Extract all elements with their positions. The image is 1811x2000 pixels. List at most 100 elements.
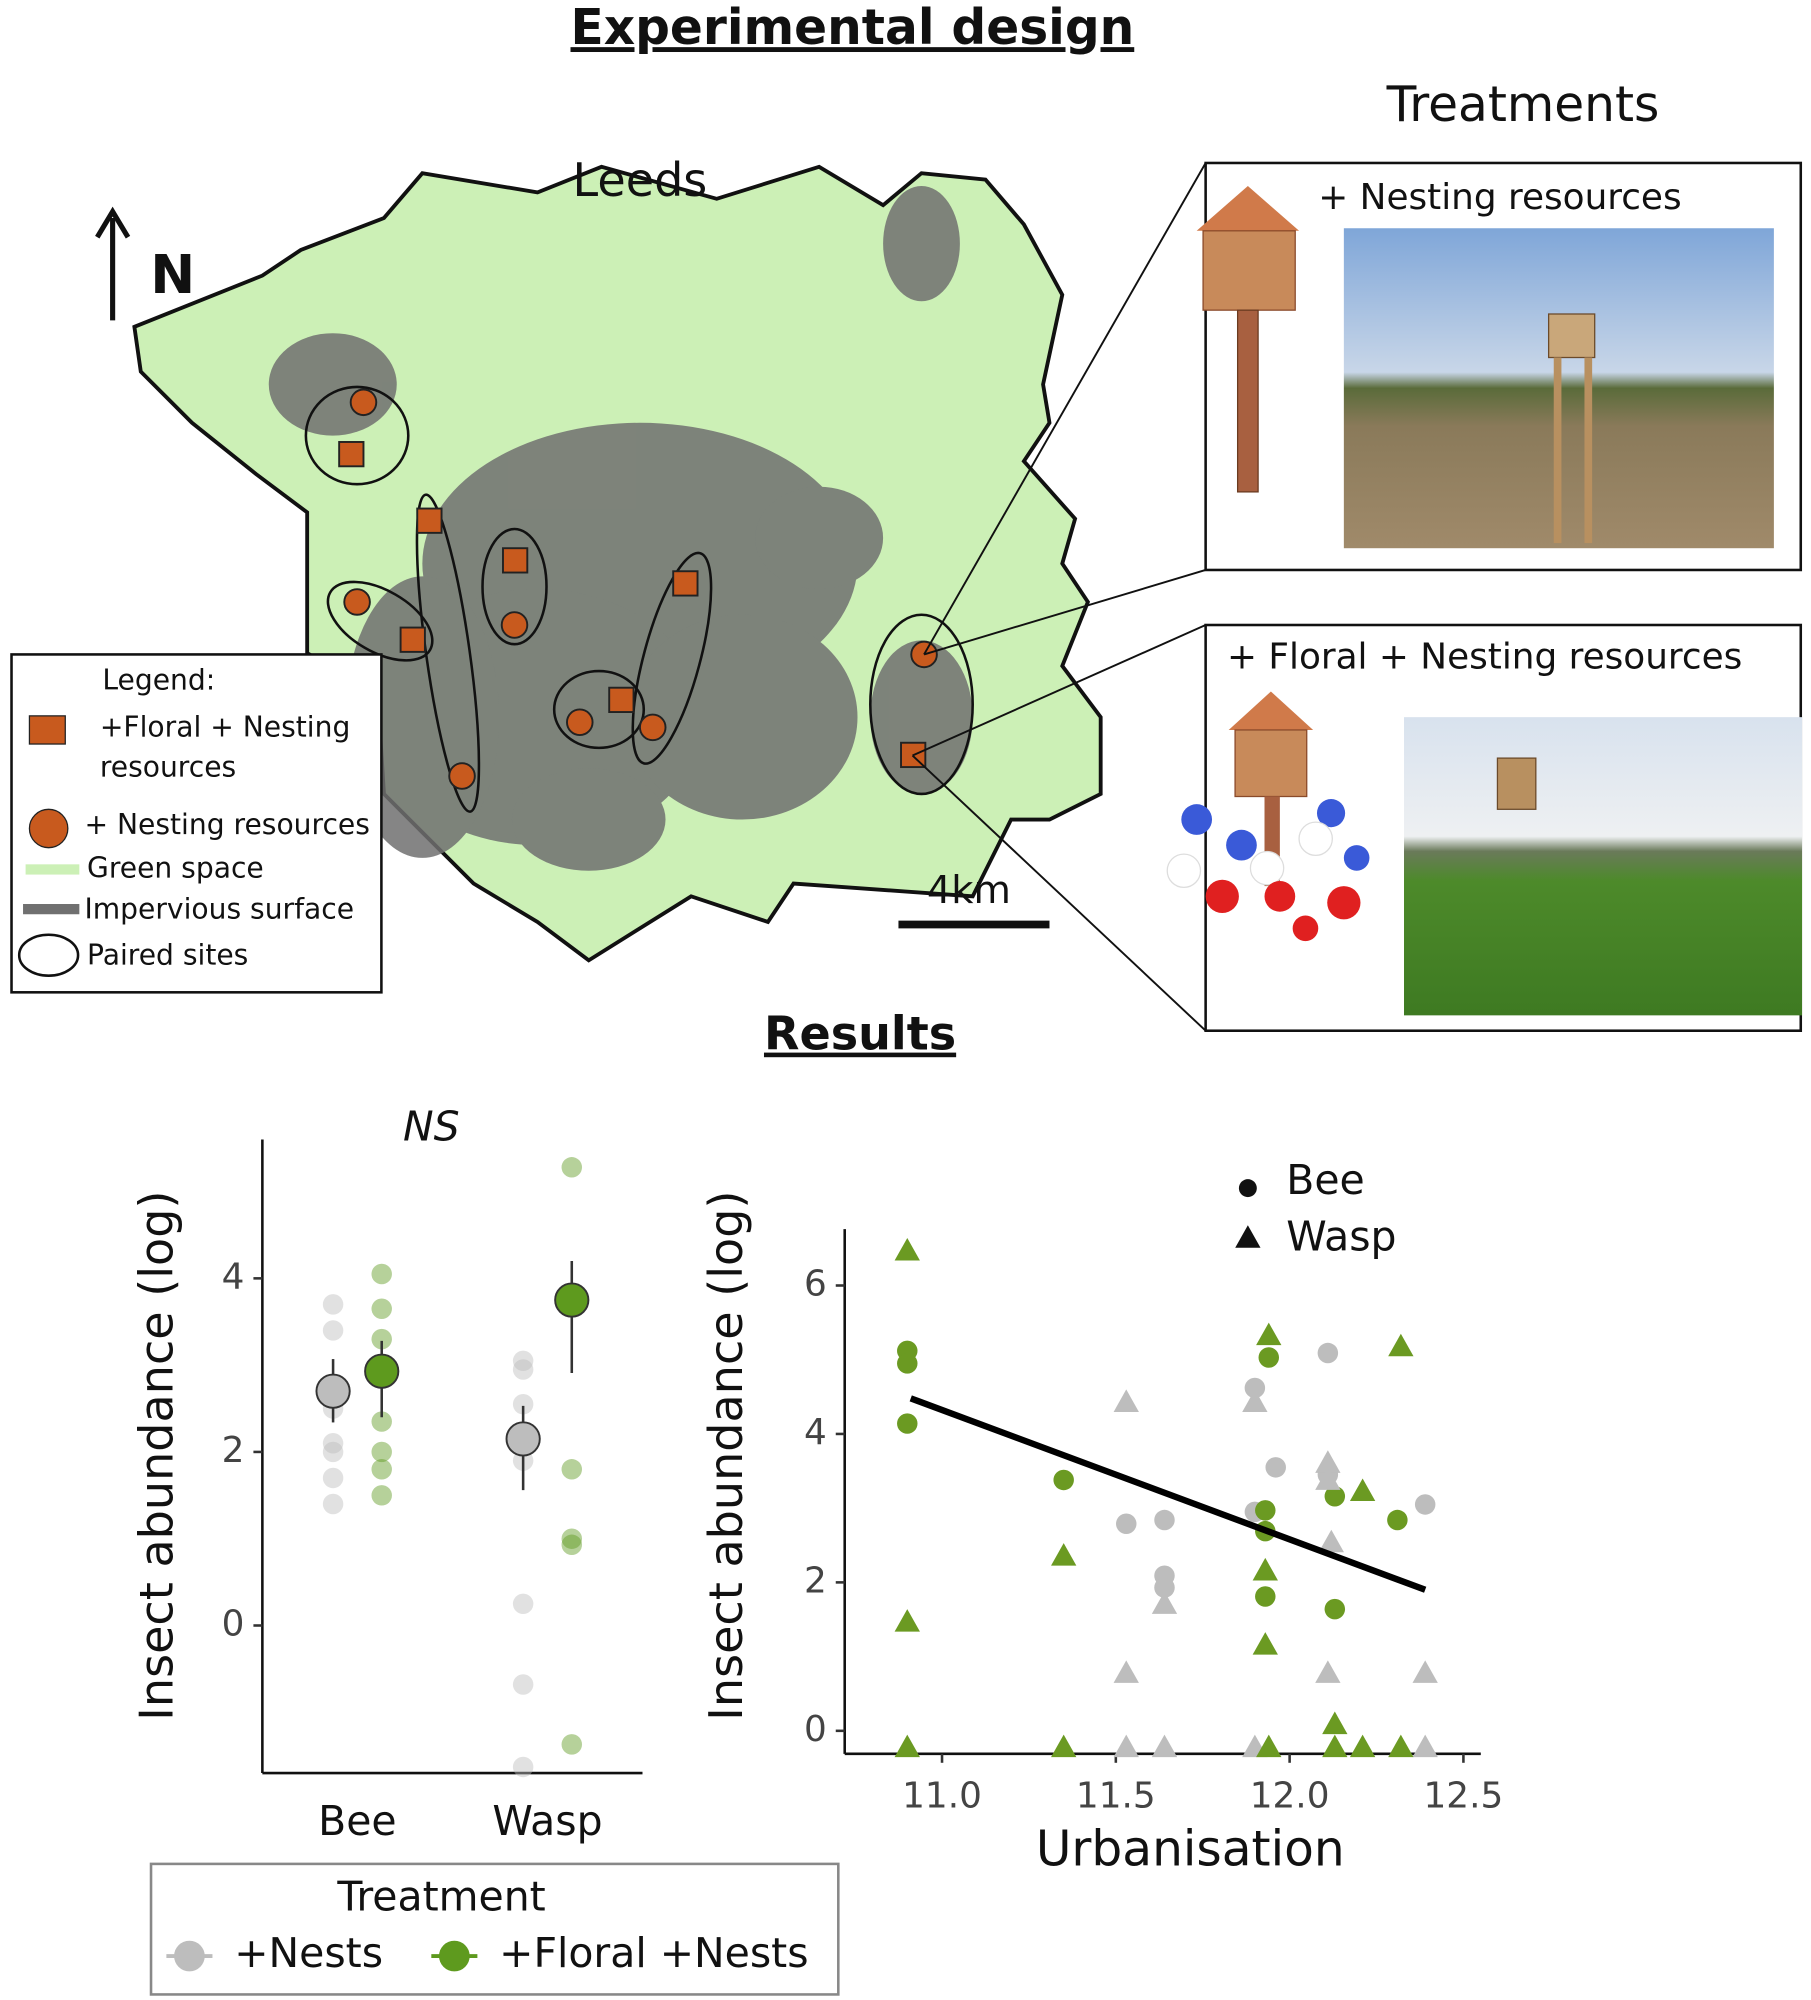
point — [1256, 1734, 1282, 1758]
legend-label: Wasp — [1286, 1212, 1396, 1260]
point — [894, 1238, 920, 1261]
site-markers — [338, 388, 938, 790]
x-tick-label: 11.5 — [1076, 1775, 1156, 1816]
raw-point — [512, 1756, 534, 1778]
y-tick-label: 4 — [804, 1412, 827, 1453]
point — [1388, 1734, 1414, 1758]
point — [1242, 1389, 1268, 1412]
y-tick-label: 0 — [222, 1604, 245, 1645]
raw-point — [561, 1734, 583, 1755]
photo-post — [1553, 357, 1562, 544]
annotation: NS — [403, 1102, 460, 1150]
point — [1113, 1389, 1139, 1412]
map: Leeds N 4km Legend: +Floral + Nesting re… — [10, 153, 1207, 1032]
legend-title: Treatment — [336, 1873, 545, 1921]
map-title: Leeds — [573, 153, 708, 207]
raw-point — [371, 1263, 392, 1285]
raw-point — [561, 1459, 583, 1480]
point — [897, 1413, 918, 1434]
raw-point — [561, 1157, 583, 1178]
figure-title: Experimental design — [571, 0, 1135, 56]
point — [1322, 1734, 1348, 1758]
x-axis-label: Urbanisation — [1036, 1821, 1345, 1877]
legend-marker — [1238, 1179, 1257, 1198]
point — [894, 1734, 920, 1758]
paired-sites — [304, 385, 974, 813]
legend-marker — [438, 1940, 470, 1972]
mean-point — [315, 1373, 351, 1409]
point — [1051, 1543, 1077, 1566]
point — [1412, 1660, 1438, 1683]
y-tick-label: 2 — [804, 1560, 827, 1601]
map-legend-item: Green space — [87, 851, 264, 884]
raw-point — [512, 1593, 534, 1615]
raw-point — [561, 1528, 583, 1549]
legend-label: +Floral +Nests — [499, 1929, 808, 1977]
raw-point — [371, 1485, 392, 1506]
raw-point — [371, 1459, 392, 1480]
north-label: N — [150, 243, 195, 306]
point — [1252, 1632, 1278, 1655]
raw-point — [322, 1320, 344, 1341]
y-axis-label: Insect abundance (log) — [699, 1191, 753, 1721]
raw-point — [322, 1433, 344, 1454]
legend-ellipse — [17, 933, 80, 977]
x-tick-label: Wasp — [492, 1797, 602, 1845]
legend-green — [25, 864, 80, 875]
raw-point — [322, 1493, 344, 1515]
flower-icon — [1166, 691, 1370, 942]
photo-nest-box — [1547, 313, 1596, 359]
point — [1255, 1500, 1276, 1521]
map-legend-box — [10, 653, 383, 994]
trend-line — [909, 1395, 1427, 1593]
y-tick-label: 6 — [804, 1264, 827, 1305]
raw-point — [371, 1298, 392, 1319]
x-tick-label: Bee — [318, 1797, 396, 1845]
map-legend-title: Legend: — [102, 663, 215, 696]
y-tick-label: 4 — [222, 1256, 245, 1297]
legend-marker — [174, 1940, 205, 1972]
mean-point — [505, 1421, 541, 1457]
raw-point — [322, 1441, 344, 1463]
raw-point — [512, 1350, 534, 1372]
point — [1324, 1598, 1346, 1620]
point — [1317, 1342, 1339, 1364]
raw-point — [371, 1441, 392, 1463]
legend-box — [149, 1862, 840, 1996]
point — [1151, 1734, 1178, 1758]
photo — [1404, 717, 1803, 1016]
scale-label: 4km — [927, 868, 1011, 913]
raw-point — [512, 1393, 534, 1415]
y-tick-label: 0 — [804, 1709, 827, 1750]
photo-nest-box — [1496, 757, 1537, 810]
treatments-title: Treatments — [1386, 77, 1660, 133]
y-tick-label: 2 — [222, 1430, 245, 1471]
raw-point — [322, 1294, 344, 1315]
point — [1252, 1557, 1278, 1581]
results-title: Results — [764, 1007, 956, 1061]
map-legend-item: Impervious surface — [84, 892, 354, 925]
point — [1154, 1577, 1175, 1598]
y-axis-label: Insect abundance (log) — [129, 1191, 183, 1721]
north-arrow-head — [95, 206, 131, 239]
raw-point — [322, 1467, 344, 1489]
point — [1315, 1660, 1341, 1683]
point — [894, 1609, 920, 1632]
point — [1051, 1734, 1077, 1758]
map-legend-item: + Nesting resources — [84, 808, 369, 841]
point — [1255, 1586, 1276, 1607]
map-legend-item: +Floral + Nesting — [100, 711, 350, 744]
treatment-label: + Floral + Nesting resources — [1227, 636, 1742, 677]
legend-label: Bee — [1286, 1156, 1364, 1204]
raw-point — [512, 1359, 534, 1380]
point — [1116, 1513, 1137, 1534]
point — [1256, 1322, 1282, 1346]
point — [1388, 1333, 1414, 1357]
callout-lines — [911, 162, 1207, 1032]
point — [1318, 1529, 1345, 1553]
bug-hotel-icon — [1196, 186, 1300, 493]
legend-marker — [1235, 1225, 1261, 1248]
point — [1113, 1660, 1139, 1683]
x-tick-label: 12.0 — [1250, 1775, 1330, 1816]
point — [1244, 1377, 1266, 1399]
